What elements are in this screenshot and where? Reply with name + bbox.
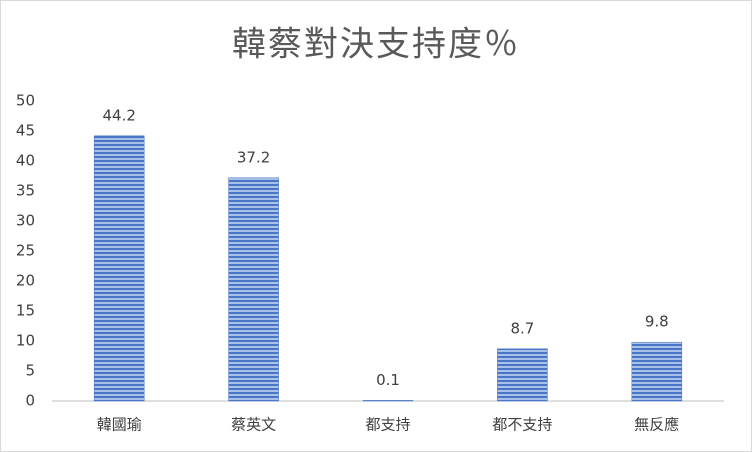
x-tick-label: 都支持 xyxy=(365,416,410,434)
x-tick-label: 無反應 xyxy=(634,416,679,434)
x-tick-label: 蔡英文 xyxy=(231,416,276,434)
x-tick-label: 韓國瑜 xyxy=(97,416,142,434)
value-label: 9.8 xyxy=(645,313,669,331)
bar xyxy=(228,177,279,402)
bar xyxy=(362,400,414,402)
y-tick-label: 0 xyxy=(25,392,35,410)
value-label: 37.2 xyxy=(237,148,270,166)
y-tick-label: 30 xyxy=(16,212,35,230)
y-tick-label: 40 xyxy=(16,152,35,170)
bar xyxy=(93,135,145,402)
y-tick-label: 45 xyxy=(16,122,35,140)
bar xyxy=(631,341,683,402)
bar xyxy=(497,348,548,402)
y-tick-label: 35 xyxy=(16,182,35,200)
y-tick-label: 20 xyxy=(16,272,35,290)
chart-title: 韓蔡對決支持度％ xyxy=(232,25,520,65)
y-tick-label: 5 xyxy=(25,362,35,380)
value-label: 44.2 xyxy=(102,106,135,124)
y-tick-label: 15 xyxy=(16,302,35,320)
value-label: 8.7 xyxy=(510,319,534,337)
y-tick-label: 50 xyxy=(16,92,35,110)
x-tick-label: 都不支持 xyxy=(492,416,552,434)
y-tick-label: 25 xyxy=(16,242,35,260)
value-label: 0.1 xyxy=(376,371,400,389)
y-tick-label: 10 xyxy=(16,332,35,350)
